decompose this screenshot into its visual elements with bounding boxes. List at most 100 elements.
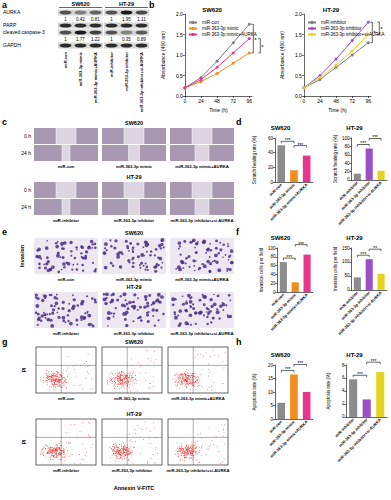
svg-text:miR-inhibitor: miR-inhibitor: [53, 218, 79, 223]
svg-text:miR-363-3p inhibitor+si-AURKA: miR-363-3p inhibitor+si-AURKA: [337, 180, 383, 226]
svg-text:24 h: 24 h: [21, 204, 31, 210]
svg-text:miR-363-3p inhibitor+si-AURKA: miR-363-3p inhibitor+si-AURKA: [167, 468, 230, 473]
svg-text:miR-363-3p mimic: miR-363-3p mimic: [114, 396, 151, 401]
svg-text:0: 0: [302, 98, 305, 104]
svg-text:***: ***: [297, 142, 303, 148]
svg-text:miR-inhibitor: miR-inhibitor: [53, 331, 79, 336]
svg-text:Invasion cells per field: Invasion cells per field: [259, 247, 264, 292]
svg-text:SW620: SW620: [125, 230, 143, 236]
svg-text:PI: PI: [21, 439, 27, 444]
svg-text:15: 15: [268, 376, 274, 381]
svg-text:100: 100: [268, 246, 276, 251]
svg-text:20: 20: [268, 363, 274, 368]
svg-text:PI: PI: [21, 367, 27, 372]
svg-text:Apoptosis rate (%): Apoptosis rate (%): [252, 373, 257, 411]
svg-text:1: 1: [110, 17, 113, 22]
svg-text:Scratch healing rate (%): Scratch healing rate (%): [252, 135, 257, 184]
svg-text:60: 60: [344, 152, 350, 157]
svg-text:1: 1: [64, 17, 67, 22]
svg-text:0.81: 0.81: [91, 17, 100, 22]
svg-text:miR-363-3p inhibitor+si-AURKA: miR-363-3p inhibitor+si-AURKA: [337, 290, 383, 336]
svg-text:40: 40: [268, 150, 274, 155]
svg-text:20: 20: [344, 169, 350, 174]
svg-text:miR-363-3p inhibitor+si-AURKA: miR-363-3p inhibitor+si-AURKA: [139, 52, 144, 112]
svg-text:Invasion: Invasion: [19, 244, 25, 267]
svg-text:60: 60: [268, 136, 274, 141]
svg-text:8: 8: [342, 363, 345, 368]
svg-text:0: 0: [183, 98, 186, 104]
svg-text:6: 6: [342, 375, 345, 380]
svg-text:miR-363-3p mimic: miR-363-3p mimic: [116, 277, 153, 282]
svg-text:0: 0: [270, 417, 273, 422]
svg-text:miR-363-3p inhibitor: miR-363-3p inhibitor: [112, 468, 153, 473]
svg-text:***: ***: [285, 366, 291, 372]
svg-text:GAPDH: GAPDH: [3, 42, 21, 48]
svg-text:SW620: SW620: [271, 352, 291, 358]
svg-text:1: 1: [64, 37, 67, 42]
svg-text:0.0: 0.0: [176, 93, 183, 99]
svg-text:Time (h): Time (h): [328, 107, 347, 113]
svg-text:100: 100: [342, 136, 350, 141]
svg-text:Invasion cells per field: Invasion cells per field: [333, 246, 338, 291]
svg-text:50: 50: [344, 273, 350, 278]
svg-text:miR-363-3p mimic+AURKA: miR-363-3p mimic+AURKA: [175, 164, 228, 169]
svg-text:AURKA: AURKA: [3, 9, 21, 15]
svg-text:miR-363-3p inhibitor+si-AURKA: miR-363-3p inhibitor+si-AURKA: [171, 218, 234, 223]
svg-text:72: 72: [349, 98, 355, 104]
svg-text:HT-29: HT-29: [346, 125, 363, 131]
svg-text:1.5: 1.5: [295, 32, 302, 38]
svg-text:1.22: 1.22: [91, 37, 100, 42]
svg-text:24 h: 24 h: [21, 150, 31, 156]
svg-text:miR-363-3p mimic+AURKA: miR-363-3p mimic+AURKA: [171, 396, 224, 401]
svg-text:2.0: 2.0: [295, 11, 302, 17]
svg-text:1: 1: [110, 37, 113, 42]
svg-text:Absorbance (450 nm): Absorbance (450 nm): [279, 31, 285, 79]
svg-text:HT-29: HT-29: [127, 411, 142, 417]
svg-text:SW620: SW620: [271, 235, 291, 241]
svg-text:miR-inhibitor: miR-inhibitor: [109, 52, 114, 77]
svg-text:miR-363-3p inhibitor+si-AURKA: miR-363-3p inhibitor+si-AURKA: [336, 417, 382, 463]
svg-text:0 h: 0 h: [24, 187, 31, 193]
svg-text:0: 0: [273, 290, 276, 295]
svg-text:miR-con: miR-con: [58, 277, 75, 282]
svg-text:20: 20: [270, 281, 276, 286]
svg-text:miR-363-3p inhibitor+si-AURKA: miR-363-3p inhibitor+si-AURKA: [171, 331, 234, 336]
svg-text:0.35: 0.35: [122, 37, 131, 42]
svg-text:miR-363-3p mimic: miR-363-3p mimic: [202, 26, 239, 31]
svg-text:20: 20: [268, 165, 274, 170]
svg-text:1.5: 1.5: [176, 32, 183, 38]
svg-text:miR-inhibitor: miR-inhibitor: [321, 20, 347, 25]
svg-text:miR-363-3p mimic+AURKA: miR-363-3p mimic+AURKA: [269, 419, 309, 459]
svg-text:miR-363-3p inhibitor: miR-363-3p inhibitor: [321, 26, 362, 31]
svg-text:SW620: SW620: [271, 125, 291, 131]
svg-text:***: ***: [372, 134, 378, 140]
svg-text:miR-con: miR-con: [63, 51, 68, 68]
svg-text:***: ***: [286, 254, 292, 260]
svg-text:Scratch healing rate (%): Scratch healing rate (%): [333, 134, 338, 183]
svg-text:Annexin V-FITC: Annexin V-FITC: [114, 485, 155, 491]
svg-text:SW620: SW620: [125, 120, 143, 126]
svg-text:1.77: 1.77: [76, 37, 85, 42]
svg-text:80: 80: [344, 144, 350, 149]
svg-text:0.5: 0.5: [176, 73, 183, 79]
svg-text:***: ***: [298, 241, 304, 247]
svg-text:80: 80: [270, 254, 276, 259]
svg-text:0: 0: [342, 414, 345, 419]
svg-text:10: 10: [268, 390, 274, 395]
svg-text:HT-29: HT-29: [323, 7, 340, 13]
svg-text:0.5: 0.5: [295, 73, 302, 79]
svg-text:24: 24: [317, 98, 323, 104]
svg-text:*: *: [261, 44, 264, 50]
svg-text:96: 96: [247, 98, 253, 104]
svg-text:miR-363-3p inhibitor: miR-363-3p inhibitor: [124, 52, 129, 91]
svg-text:miR-363-3p mimic+AURKA: miR-363-3p mimic+AURKA: [202, 32, 257, 37]
svg-text:2.0: 2.0: [176, 11, 183, 17]
svg-text:miR-363-3p mimic+AURKA: miR-363-3p mimic+AURKA: [175, 277, 228, 282]
svg-text:40: 40: [344, 161, 350, 166]
svg-text:Time (h): Time (h): [209, 107, 228, 113]
svg-text:HT-29: HT-29: [119, 1, 134, 7]
svg-text:0: 0: [347, 177, 350, 182]
svg-text:HT-29: HT-29: [346, 235, 363, 241]
svg-text:1.95: 1.95: [122, 17, 131, 22]
svg-text:miR-363-3p inhibitor: miR-363-3p inhibitor: [114, 218, 155, 223]
